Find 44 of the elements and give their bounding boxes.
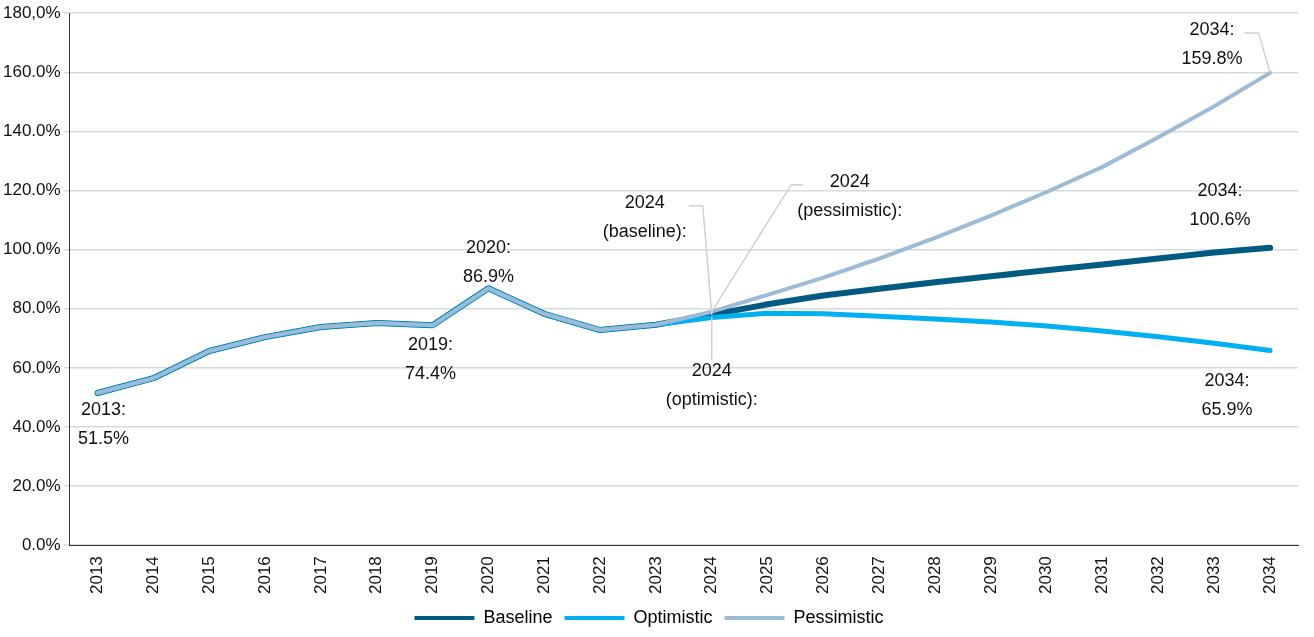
x-tick-label: 2015 xyxy=(198,556,218,595)
x-tick-label: 2022 xyxy=(589,556,609,595)
x-tick-label: 2034 xyxy=(1259,556,1279,595)
x-tick-label: 2021 xyxy=(533,556,553,595)
x-tick-label: 2019 xyxy=(422,556,442,595)
x-tick-label: 2023 xyxy=(645,556,665,595)
x-tick-label: 2020 xyxy=(478,556,498,595)
x-tick-label: 2025 xyxy=(757,556,777,595)
y-tick-label: 140.0% xyxy=(2,121,61,141)
x-tick-label: 2028 xyxy=(924,556,944,595)
annotation: 2013: 51.5% xyxy=(78,399,130,449)
y-tick-label: 20.0% xyxy=(12,475,61,495)
x-tick-label: 2029 xyxy=(980,556,1000,595)
annotation: 2034: 65.9% xyxy=(1201,369,1253,419)
annotation: 2034: 159.8% xyxy=(1181,19,1243,69)
x-tick-label: 2031 xyxy=(1092,556,1112,595)
x-tick-label: 2027 xyxy=(868,556,888,595)
y-tick-label: 80.0% xyxy=(12,298,61,318)
x-tick-label: 2030 xyxy=(1036,556,1056,595)
x-tick-label: 2024 xyxy=(701,556,721,595)
annotation: 2024 (baseline): xyxy=(602,192,687,242)
x-tick-label: 2016 xyxy=(254,556,274,595)
x-tick-label: 2018 xyxy=(366,556,386,595)
annotation: 2034: 100.6% xyxy=(1189,180,1251,230)
y-tick-label: 100.0% xyxy=(2,239,61,259)
legend-label: Pessimistic xyxy=(793,606,884,627)
y-tick-label: 0.0% xyxy=(21,534,61,554)
legend-label: Optimistic xyxy=(633,606,713,627)
y-tick-label: 40.0% xyxy=(12,416,61,436)
x-tick-label: 2026 xyxy=(813,556,833,595)
x-tick-label: 2014 xyxy=(143,556,163,595)
annotation: 2019: 74.4% xyxy=(405,333,457,383)
y-tick-label: 60.0% xyxy=(12,357,61,377)
x-tick-label: 2017 xyxy=(310,556,330,595)
x-tick-label: 2033 xyxy=(1203,556,1223,595)
annotation: 2024 (pessimistic): xyxy=(797,171,903,221)
y-tick-label: 180,0% xyxy=(2,2,61,22)
legend-label: Baseline xyxy=(483,606,553,627)
annotation: 2020: 86.9% xyxy=(462,236,514,286)
x-tick-label: 2013 xyxy=(87,556,107,595)
y-tick-label: 160.0% xyxy=(2,62,61,81)
x-tick-label: 2032 xyxy=(1148,556,1168,595)
annotation: 2024 (optimistic): xyxy=(665,360,758,410)
y-tick-label: 120.0% xyxy=(2,180,61,200)
